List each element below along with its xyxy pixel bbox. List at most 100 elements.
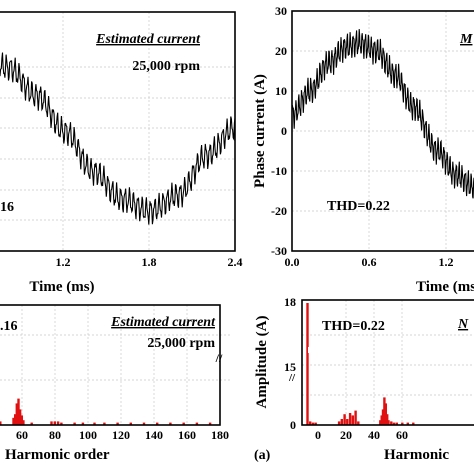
bottom-right-axis-break: // (288, 372, 296, 384)
top-right-x-tick: 0.0 (285, 255, 300, 269)
bottom-left-harmonic-bar (103, 422, 106, 425)
bottom-left-harmonic-bar (22, 420, 25, 425)
bottom-left-plot-frame (0, 304, 221, 426)
bottom-left-harmonic-bar (142, 422, 146, 425)
top-right-y-tick: 20 (275, 44, 287, 58)
top-left-thd-label: 16 (0, 200, 14, 215)
bottom-right-plot-frame (301, 299, 474, 426)
top-right-y-tick: 10 (275, 84, 287, 98)
bottom-right-legend: N (457, 317, 469, 332)
bottom-right-harmonic-bar (309, 421, 312, 425)
top-right-legend: M (459, 32, 473, 47)
bottom-right-y-tick: 0 (290, 418, 296, 432)
bottom-left-bars (0, 398, 212, 425)
top-right-x-axis-label: Time (ms) (416, 279, 474, 295)
bottom-left-harmonic-bar (30, 422, 33, 425)
bottom-right-harmonic-bar (381, 409, 385, 425)
bottom-right-harmonic-bar (395, 422, 398, 425)
bottom-left-harmonic-bar (18, 409, 22, 425)
top-left-legend: Estimated current (95, 32, 201, 47)
top-left-x-tick: 2.4 (228, 255, 243, 269)
bottom-left-harmonic-bar (208, 422, 212, 425)
bottom-right-harmonic-bar (412, 422, 415, 425)
top-right-y-axis-label: Phase current (A) (252, 74, 268, 188)
top-right-y-tick: 0 (281, 124, 287, 138)
bottom-left-legend: Estimated current (110, 315, 216, 330)
bottom-left-harmonic-bar (56, 421, 60, 425)
bottom-left-harmonic-bar (81, 422, 85, 425)
bottom-right-harmonic-bar (406, 422, 409, 425)
bottom-right-harmonic-bar (354, 410, 357, 425)
top-right-y-tick: -20 (271, 204, 287, 218)
bottom-right-bars (306, 303, 415, 425)
top-left-plot-frame (0, 11, 236, 252)
bottom-right-harmonic-bar (346, 419, 349, 425)
bottom-right-harmonic-bar (383, 397, 386, 425)
bottom-left-speed-label: 25,000 rpm (147, 336, 215, 351)
bottom-left-harmonic-bar (15, 403, 18, 425)
bottom-right-harmonic-bar (379, 420, 382, 425)
bottom-right-bar-break-gap (308, 347, 316, 353)
bottom-right-harmonic-bar (351, 415, 354, 425)
bottom-right-x-tick: 0 (315, 428, 321, 442)
bottom-left-harmonic-bar (195, 422, 199, 425)
bottom-left-x-tick: 100 (79, 428, 97, 442)
top-right-thd-label: THD=0.22 (327, 199, 390, 214)
top-right-y-tick: 30 (275, 4, 287, 18)
bottom-left-harmonic-bar (12, 417, 15, 425)
top-left-x-tick: 1.8 (142, 255, 157, 269)
top-right-y-tick: -10 (271, 164, 287, 178)
bottom-right-harmonic-bar (337, 421, 341, 425)
bottom-right-harmonic-bar (340, 419, 343, 425)
bottom-right-x-tick: 20 (340, 428, 352, 442)
bottom-left-harmonic-bar (169, 422, 172, 425)
bottom-left-harmonic-bar (0, 421, 2, 425)
bottom-right-harmonic-bar (392, 422, 396, 425)
bottom-right-harmonic-bar (343, 414, 346, 425)
bottom-left-x-tick: 60 (16, 428, 28, 442)
top-right-x-tick: 0.6 (362, 255, 377, 269)
bottom-right-harmonic-bar (306, 303, 309, 425)
bottom-left-x-tick: 180 (211, 428, 229, 442)
bottom-left-x-tick: 140 (145, 428, 163, 442)
top-right-current-line (291, 29, 474, 199)
bottom-left-harmonic-bar (53, 421, 56, 425)
top-left-x-tick: 1.2 (56, 255, 71, 269)
bottom-right-y-tick: 15 (284, 360, 296, 374)
bottom-left-harmonic-bar (14, 414, 17, 425)
top-right-y-tick: -30 (271, 244, 287, 258)
top-left-speed-label: 25,000 rpm (132, 59, 200, 74)
bottom-left-harmonic-bar (73, 422, 76, 425)
top-right-x-tick: 1.2 (439, 255, 454, 269)
bottom-left-harmonic-bar (20, 415, 23, 425)
bottom-right-x-tick: 60 (396, 428, 408, 442)
bottom-left-thd-label: .16 (0, 319, 18, 334)
bottom-right-harmonic-bar (311, 422, 315, 425)
bottom-left-x-tick: 120 (112, 428, 130, 442)
bottom-right-x-tick: 40 (368, 428, 380, 442)
bottom-right-harmonic-bar (380, 415, 383, 425)
bottom-left-axis-break: // (215, 351, 223, 365)
top-left-x-axis-label: Time (ms) (29, 279, 94, 295)
top-left-current-line (0, 52, 236, 225)
bottom-left-harmonic-bar (60, 422, 63, 425)
bottom-right-harmonic-bar (386, 414, 389, 425)
panel-bottom-right: // N THD=0.22 18 15 0 0 20 40 60 Amplitu… (254, 295, 474, 463)
bottom-right-x-axis-label: Harmonic (384, 447, 449, 463)
panel-top-left: Estimated current 25,000 rpm 16 1.2 1.8 … (0, 11, 243, 295)
bottom-right-y-axis-label: Amplitude (A) (254, 316, 270, 409)
bottom-right-harmonic-bar (348, 413, 352, 425)
bottom-right-harmonic-bar (314, 422, 317, 425)
figure-label: (a) (254, 448, 271, 463)
bottom-left-x-axis-label: Harmonic order (5, 447, 110, 463)
bottom-right-harmonic-bar (384, 403, 387, 425)
bottom-left-x-tick: 80 (49, 428, 61, 442)
bottom-left-harmonic-bar (116, 422, 119, 425)
bottom-left-x-tick: 160 (178, 428, 196, 442)
bottom-left-harmonic-bar (93, 422, 96, 425)
bottom-left-harmonic-bar (129, 422, 132, 425)
bottom-left-harmonic-bar (182, 422, 185, 425)
panel-top-right: M THD=0.22 30 20 10 0 -10 -20 -30 0.0 0.… (252, 4, 474, 295)
panel-bottom-left: // Estimated current 25,000 rpm .16 60 8… (0, 304, 271, 463)
